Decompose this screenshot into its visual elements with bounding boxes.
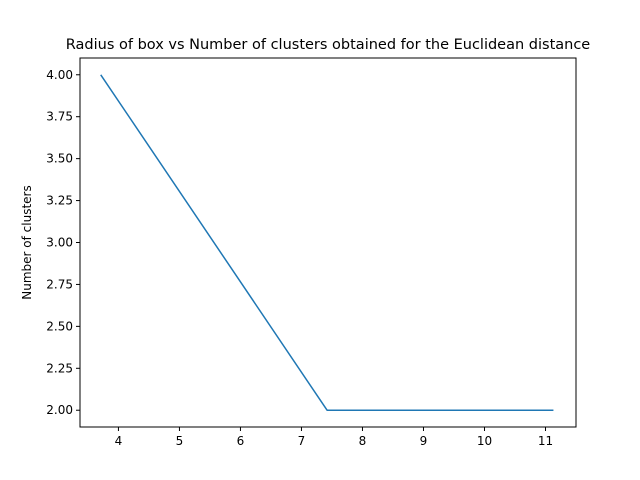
x-tick-label: 11: [538, 434, 553, 448]
series-line: [100, 74, 554, 411]
y-axis-label: Number of clusters: [20, 185, 34, 299]
y-tick-label: 2.25: [46, 361, 73, 375]
y-tick-label: 2.50: [46, 319, 73, 333]
x-tick-label: 9: [420, 434, 428, 448]
x-tick-label: 7: [298, 434, 306, 448]
x-tick-label: 4: [115, 434, 123, 448]
plot-area: [79, 57, 577, 428]
y-axis: 2.00 2.25 2.50 2.75 3.00 3.25 3.50 3.75 4.00: [46, 68, 80, 417]
y-tick-label: 3.50: [46, 152, 73, 166]
y-tick-label: 3.25: [46, 194, 73, 208]
series-layer: [100, 74, 554, 411]
y-tick-label: 3.00: [46, 236, 73, 250]
axes-frame: [79, 57, 577, 428]
chart-title: Radius of box vs Number of clusters obta…: [66, 37, 591, 53]
x-axis: 4 5 6 7 8 9 10 11: [115, 427, 553, 448]
x-tick-label: 8: [359, 434, 367, 448]
x-tick-label: 6: [237, 434, 245, 448]
y-tick-label: 4.00: [46, 68, 73, 82]
x-tick-label: 10: [477, 434, 492, 448]
x-tick-label: 5: [176, 434, 184, 448]
y-tick-label: 2.75: [46, 277, 73, 291]
y-tick-label: 3.75: [46, 110, 73, 124]
y-tick-label: 2.00: [46, 403, 73, 417]
